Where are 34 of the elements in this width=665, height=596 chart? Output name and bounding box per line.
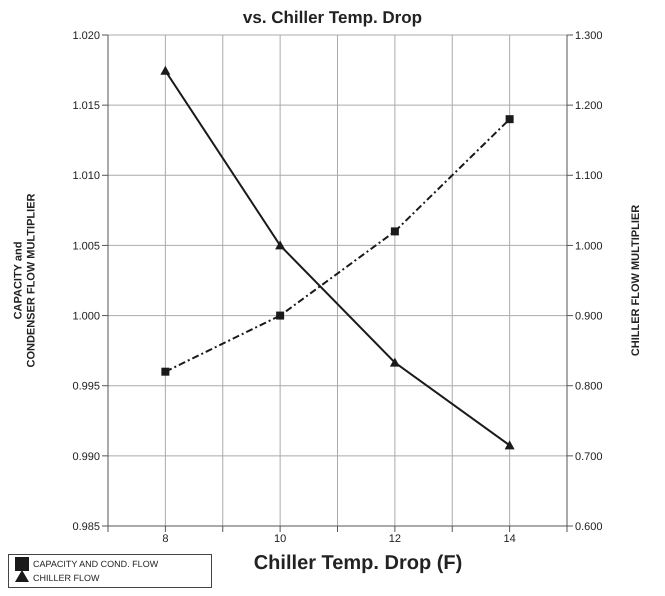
point (275, 240, 286, 250)
point (160, 66, 170, 75)
y-axis-title: CAPACITY and CONDENSER FLOW MULTIPLIER (12, 193, 38, 368)
y-tick-label: 1.000 (72, 310, 100, 322)
point (390, 358, 400, 367)
x-tick-label: 14 (504, 532, 516, 545)
chart-title: vs. Chiller Temp. Drop (242, 8, 424, 29)
y2-tick-label: 1.000 (575, 240, 603, 252)
y-tick-label: 0.990 (72, 450, 100, 463)
y2-tick-label: 0.700 (575, 450, 603, 463)
x-axis-title: Chiller Temp. Drop (F) (252, 552, 464, 575)
point (276, 312, 284, 320)
y-tick-label: 1.010 (72, 170, 100, 182)
y-tick-label: 1.005 (72, 240, 100, 252)
point (504, 440, 515, 450)
x-tick-label: 12 (388, 532, 401, 545)
y2-tick-label: 0.900 (575, 310, 603, 322)
legend-label: CHILLER FLOW (33, 572, 101, 584)
point (506, 115, 514, 124)
y-tick-label: 0.985 (72, 520, 100, 533)
y2-tick-label: 1.200 (575, 100, 603, 112)
legend-label: CAPACITY AND COND. FLOW (33, 558, 160, 570)
y2-axis-title: CHILLER FLOW MULTIPLIER (630, 204, 642, 356)
y-tick-label: 0.995 (72, 380, 100, 393)
y2-tick-label: 0.600 (575, 520, 603, 533)
x-tick-label: 10 (274, 532, 286, 545)
y2-tick-label: 1.300 (575, 30, 603, 42)
y-tick-label: 1.020 (72, 30, 100, 42)
y-tick-label: 1.015 (72, 100, 100, 112)
point (161, 368, 170, 376)
y2-tick-label: 1.100 (575, 170, 603, 182)
point (390, 227, 399, 236)
y2-tick-label: 0.800 (575, 380, 603, 393)
x-tick-label: 8 (162, 532, 168, 545)
